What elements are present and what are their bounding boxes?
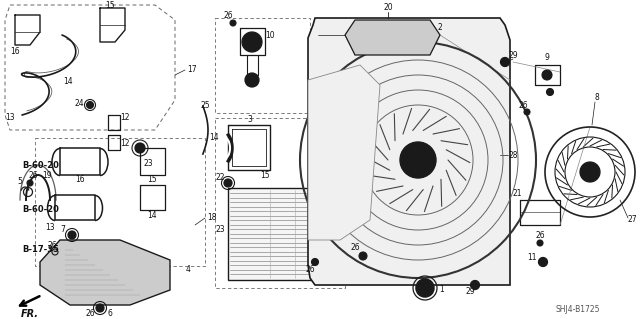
Text: 26: 26 [518,100,528,109]
Circle shape [400,142,436,178]
Text: 14: 14 [209,133,219,143]
Circle shape [420,283,430,293]
Circle shape [410,152,426,168]
Bar [228,188,328,280]
Text: 6: 6 [108,309,113,318]
Text: 23: 23 [143,159,153,167]
Circle shape [542,70,552,80]
Text: 21: 21 [512,189,522,197]
Circle shape [68,231,76,239]
Text: 14: 14 [63,78,73,86]
Text: 18: 18 [207,213,217,222]
Text: SHJ4-B1725: SHJ4-B1725 [556,306,600,315]
Text: 12: 12 [120,138,130,147]
Text: 29: 29 [508,50,518,60]
Bar [215,118,345,288]
Text: 10: 10 [265,31,275,40]
Text: 2: 2 [438,24,442,33]
Text: 13: 13 [45,222,55,232]
Text: 26: 26 [535,231,545,240]
Circle shape [86,101,93,108]
Text: 27: 27 [627,216,637,225]
Circle shape [312,258,319,265]
Text: B-60-20: B-60-20 [22,205,59,214]
Text: 26: 26 [85,309,95,318]
Circle shape [524,109,530,115]
Text: 26: 26 [350,243,360,253]
Circle shape [242,32,262,52]
Text: 5: 5 [17,177,22,187]
Text: 9: 9 [545,54,549,63]
Text: 3: 3 [248,115,252,124]
Circle shape [416,279,434,297]
Text: 11: 11 [527,254,537,263]
Circle shape [359,252,367,260]
Text: 15: 15 [105,1,115,10]
Text: 19: 19 [42,170,52,180]
Text: 26: 26 [305,265,315,275]
Text: 14: 14 [147,211,157,219]
Text: 22: 22 [215,174,225,182]
Text: 4: 4 [186,265,191,275]
Text: 1: 1 [440,286,444,294]
Circle shape [224,179,232,187]
Text: 15: 15 [260,170,270,180]
Circle shape [537,240,543,246]
Circle shape [27,180,33,186]
Circle shape [245,73,259,87]
Polygon shape [345,20,440,55]
Text: 25: 25 [200,100,210,109]
Circle shape [500,57,509,66]
Circle shape [96,304,104,312]
Text: 12: 12 [120,114,130,122]
Text: B-60-20: B-60-20 [22,160,59,169]
Text: 26: 26 [47,241,57,250]
Circle shape [470,280,479,290]
Circle shape [580,162,600,182]
Text: 23: 23 [215,226,225,234]
Polygon shape [40,240,170,305]
Text: 13: 13 [5,114,15,122]
Text: FR.: FR. [21,309,39,319]
Bar [215,18,310,113]
Text: 29: 29 [465,287,475,296]
Text: B-17-35: B-17-35 [22,246,59,255]
Text: 7: 7 [61,226,65,234]
Polygon shape [308,18,510,285]
Circle shape [547,88,554,95]
Text: 20: 20 [383,4,393,12]
Text: 24: 24 [74,99,84,108]
Text: 8: 8 [595,93,600,101]
Bar [35,138,205,266]
Text: 26: 26 [28,170,38,180]
Circle shape [135,143,145,153]
Circle shape [538,257,547,266]
Circle shape [230,20,236,26]
Polygon shape [308,65,380,240]
Text: 17: 17 [187,65,197,75]
Text: 15: 15 [147,175,157,184]
Text: 26: 26 [223,11,233,19]
Text: 16: 16 [75,175,85,184]
Text: 16: 16 [10,48,20,56]
Text: 28: 28 [508,151,518,160]
